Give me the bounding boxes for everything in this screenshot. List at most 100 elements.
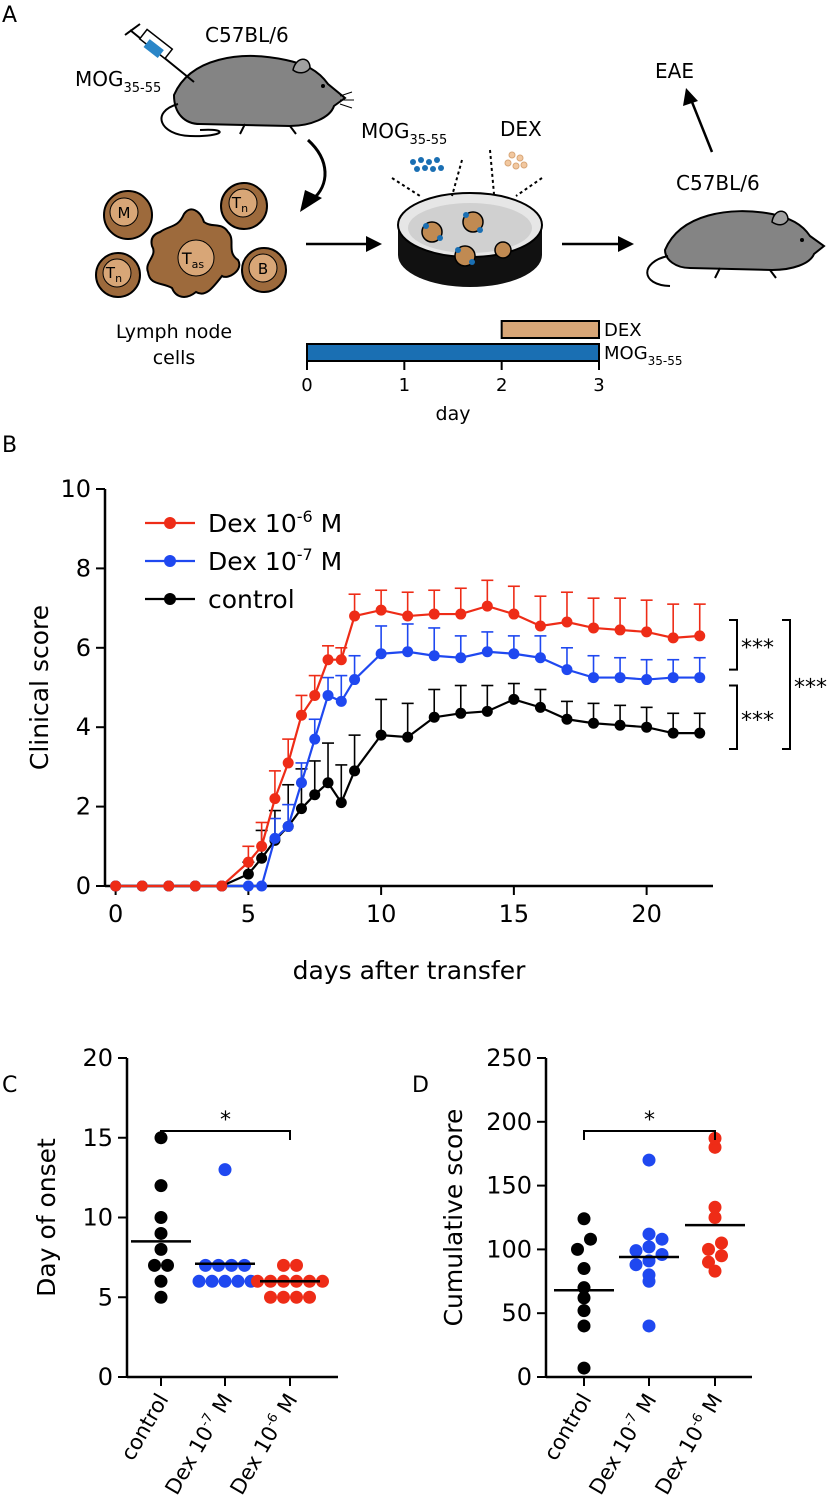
y-tick-label: 0 [517,1363,532,1391]
y-tick-label: 20 [82,1044,113,1072]
data-point [335,654,347,666]
series-line-dex-10-7-m [115,650,700,888]
data-point [242,868,254,880]
timeline-bar-label: DEX [604,320,642,341]
cells-caption-line1: Lymph node [116,321,232,343]
data-point [322,689,334,701]
y-tick-label: 0 [98,1363,113,1391]
data-point [508,608,520,620]
legend-marker [164,555,176,567]
y-tick-label: 250 [486,1044,532,1072]
arrowhead-icon [618,236,634,252]
data-point [561,713,573,725]
data-point [218,1163,232,1177]
panel-d-label: D [412,1073,429,1098]
data-point [694,727,706,739]
data-point [667,727,679,739]
data-point [295,709,307,721]
legend-entry: Dex 10-6 M [208,507,342,538]
syringe-icon [124,23,195,83]
x-category-label: Dex 10-6 M [650,1389,727,1498]
data-point [110,880,122,892]
panel-a-schematic: A C57BL/6 MOG35-55 M Tn [2,3,826,425]
data-point [402,610,414,622]
data-point [588,717,600,729]
data-point [349,674,361,686]
data-point [277,1290,290,1304]
arrowhead-icon [683,88,698,106]
data-point [375,648,387,660]
significance-label: *** [741,708,774,733]
data-point [577,1304,591,1318]
data-point [708,1211,722,1224]
arrowhead-icon [366,236,382,252]
significance-bracket [160,1130,291,1140]
data-point [481,705,493,717]
panel-a-label: A [2,3,17,28]
data-point [349,765,361,777]
y-axis-title: Clinical score [25,605,54,770]
significance-bracket [782,619,791,751]
y-tick-label: 2 [76,793,91,821]
data-point [588,622,600,634]
data-point [154,1242,168,1256]
legend-entry: control [208,585,295,614]
x-category-label: Dex 10-7 M [160,1389,237,1498]
data-point [199,1258,212,1272]
data-point [192,1274,206,1288]
legend-marker [164,593,176,605]
data-point [256,880,268,892]
data-point [309,789,321,801]
y-tick-label: 5 [98,1283,113,1311]
outcome-label: EAE [655,59,694,83]
data-point [218,1274,232,1288]
data-point [588,672,600,684]
dex-dots-icon [504,151,528,170]
data-point [335,797,347,809]
y-tick-label: 6 [76,634,91,662]
culture-dish-icon [397,192,543,287]
lymph-node-cells: M Tn Tn Tas B [95,182,287,298]
data-point [163,880,175,892]
significance-bracket [583,1130,716,1140]
cell-label: Tn [105,264,122,285]
data-point [290,1258,303,1272]
data-point [154,1226,168,1240]
data-point [561,616,573,628]
data-point [295,803,307,815]
data-point [481,600,493,612]
data-point [508,648,520,660]
donor-strain-label: C57BL/6 [205,23,289,47]
data-point [136,880,148,892]
data-point [154,1290,168,1304]
data-point [702,1242,715,1256]
x-category-label: Dex 10-7 M [584,1389,661,1498]
data-point [349,610,361,622]
recipient-mouse-icon [646,210,826,287]
y-tick-label: 150 [486,1172,532,1200]
data-point [322,654,334,666]
data-point [481,646,493,658]
mog-injection-label: MOG35-55 [75,67,161,96]
y-tick-label: 50 [501,1299,532,1327]
y-tick-label: 10 [82,1204,113,1232]
significance-label: *** [794,676,827,701]
data-point [694,672,706,684]
significance-bracket [729,684,738,751]
y-tick-label: 200 [486,1108,532,1136]
donor-mouse-icon [160,55,354,138]
data-point [154,1211,168,1224]
data-point [238,1258,251,1272]
dispense-lines [391,149,543,197]
data-point [225,1258,238,1272]
data-point [708,1200,722,1214]
data-point [154,1274,168,1288]
data-point [642,1240,656,1254]
data-point [508,693,520,705]
x-axis-title: days after transfer [293,956,526,985]
data-point [455,652,467,664]
data-point [614,624,626,636]
data-point [148,1258,161,1272]
data-point [189,880,201,892]
